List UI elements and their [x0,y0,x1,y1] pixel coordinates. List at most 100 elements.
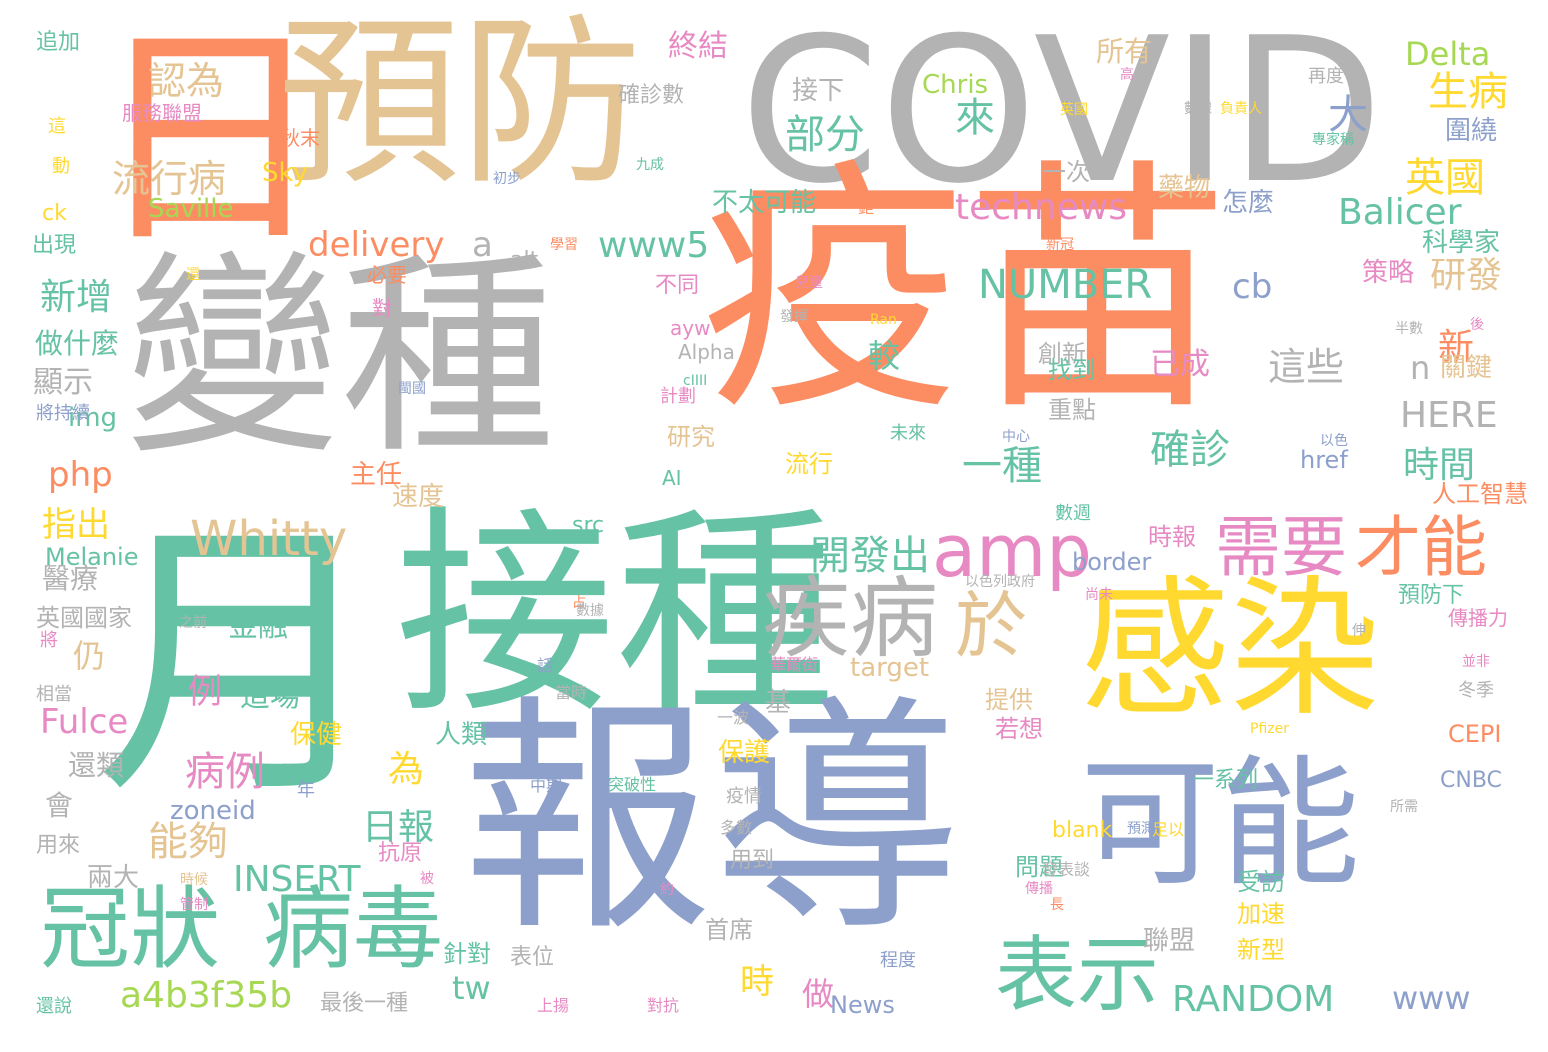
cloud-word: 數據 [576,603,604,619]
cloud-word: Fulce [40,702,129,742]
cloud-word: 關鍵 [1440,353,1493,383]
cloud-word: 傳播 [1025,881,1053,897]
cloud-word: 認為 [148,59,225,103]
cloud-word: 長 [1050,897,1064,913]
cloud-word: 指出 [42,505,110,545]
cloud-word: 科學家 [1422,228,1501,258]
cloud-word: 九成 [636,157,664,173]
cloud-word: COVID [740,0,1384,228]
cloud-word: 較 [868,337,901,375]
cloud-word: 伸 [1352,623,1366,639]
cloud-word: 半數 [1395,321,1423,337]
cloud-word: Saville [148,194,234,224]
cloud-word: 管制 [180,897,208,913]
cloud-word: 新增 [40,277,113,318]
cloud-word: 保健 [290,720,343,750]
cloud-word: 研發 [1430,255,1503,296]
cloud-word: 抗原 [378,841,423,866]
cloud-word: Balicer [1338,192,1462,233]
cloud-word: 病毒 [263,877,443,982]
cloud-word: 兩大 [87,863,140,893]
cloud-word: 確診數 [618,83,685,108]
cloud-word: INSERT [233,859,361,900]
cloud-word: 來 [955,95,995,141]
cloud-word: tw [452,969,491,1007]
cloud-word: 預測 [1127,821,1155,837]
cloud-word: 一種 [962,443,1042,489]
cloud-word: Sky [262,158,309,188]
cloud-word: 表示 [995,928,1160,1023]
cloud-word: 大 [1328,92,1368,138]
cloud-word: 問題 [1015,853,1063,881]
cloud-word: 速度 [392,482,445,512]
cloud-word: 金融 [228,609,288,644]
cloud-word: 閩國 [398,381,426,397]
cloud-word: 重點 [1048,396,1096,424]
cloud-word: 能夠 [148,819,228,865]
cloud-word: 策略 [1362,258,1415,288]
cloud-word: 圍繞 [1445,116,1498,146]
cloud-word: 受訪 [1237,868,1285,896]
cloud-word: a [472,225,493,265]
cloud-word: 首席 [705,916,753,944]
cloud-word: 若想 [995,715,1043,743]
cloud-word: ck [42,201,67,226]
cloud-word: 疫苗 [700,138,1230,446]
cloud-word: 高 [1120,67,1134,83]
cloud-word: 人工智慧 [1432,480,1528,508]
cloud-word: www [1392,979,1471,1017]
cloud-word: technews [955,187,1128,228]
cloud-word: Chris [922,70,989,100]
cloud-word: 接下 [792,76,845,106]
cloud-word: 以色列政府 [965,574,1035,590]
cloud-word: cb [1232,267,1273,307]
cloud-word: 年 [297,780,315,801]
cloud-word: 將持續 [36,403,90,424]
cloud-word: 一次 [1042,158,1090,186]
cloud-word: a4b3f35b [120,975,293,1016]
cloud-word: 針對 [443,940,491,968]
cloud-word: zoneid [170,796,256,826]
cloud-word: 突破性 [608,775,657,794]
cloud-word: 不太可能 [712,188,817,218]
cloud-word: 基 [765,688,792,718]
cloud-word: 開發出 [810,533,930,579]
cloud-word: 追加 [36,30,81,55]
cloud-word: CNBC [1440,768,1502,793]
cloud-word: Alpha [678,340,735,364]
cloud-word: 專家稱 [1312,132,1354,148]
cloud-word: 月 [95,496,385,833]
cloud-word: 研究 [667,423,715,451]
cloud-word: 初步 [493,171,521,187]
cloud-word: 以色 [1320,433,1348,449]
cloud-word: 將 [40,630,58,651]
cloud-word: 約 [660,882,674,898]
cloud-word: 以下 [400,312,428,328]
cloud-word: 傳播力 [1448,606,1508,630]
cloud-word: www5 [598,225,710,266]
cloud-word: Whitty [190,511,348,567]
cloud-word: Pfizer [1250,721,1289,737]
cloud-word: 服務聯盟 [122,101,202,125]
cloud-word: 疫情 [726,786,762,807]
cloud-word: ayw [670,316,711,340]
cloud-word: 後 [1470,317,1484,333]
cloud-word: 日 [92,3,327,276]
cloud-word: target [850,653,930,683]
cloud-word: 尚未 [1085,587,1113,603]
cloud-word: 上揚 [537,996,570,1015]
cloud-word: 發表談 [1042,860,1091,879]
cloud-word: 數據 [1184,101,1212,117]
cloud-word: 終結 [668,29,728,64]
cloud-word: 秋末 [280,126,320,150]
cloud-word: 最後一種 [320,991,409,1016]
cloud-word: RANDOM [1172,979,1335,1020]
cloud-word: 英國 [1060,102,1088,118]
cloud-word: 中期 [530,776,563,795]
cloud-word: 並非 [1462,654,1490,670]
cloud-word: 時 [740,962,774,1002]
cloud-word: AI [662,466,682,490]
cloud-word: 所需 [1390,799,1418,815]
cloud-word: 新型 [1237,936,1285,964]
